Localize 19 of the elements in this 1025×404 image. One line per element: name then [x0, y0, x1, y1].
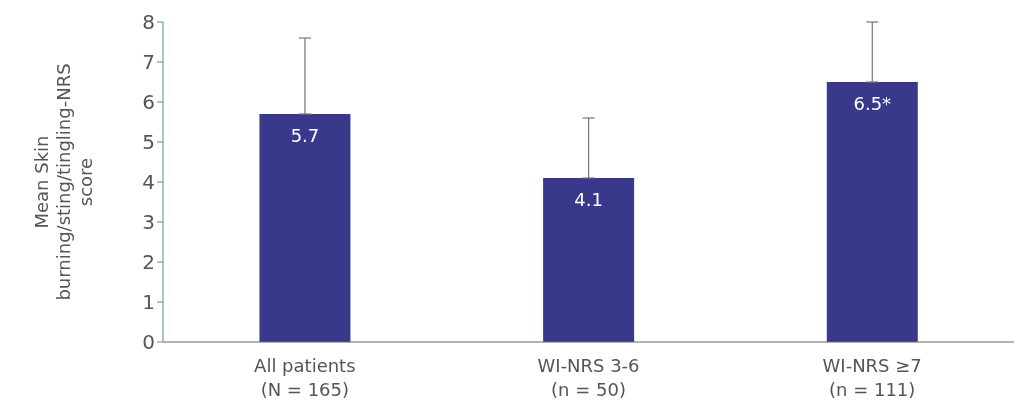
y-tick-label: 7	[142, 50, 155, 75]
y-tick-label: 8	[142, 10, 155, 35]
y-tick-label: 2	[142, 250, 155, 275]
x-tick-label: WI-NRS 3-6 (n = 50)	[537, 355, 640, 400]
y-tick-label: 3	[142, 210, 155, 235]
y-axis-title: Mean Skin burning/sting/tingling-NRS score	[31, 63, 96, 301]
y-tick-label: 4	[142, 170, 155, 195]
data-label: 6.5*	[853, 93, 892, 114]
y-tick-label: 0	[142, 330, 155, 355]
bar	[543, 178, 635, 342]
data-label: 5.7	[290, 125, 320, 146]
bar	[826, 82, 918, 342]
bar	[259, 114, 351, 342]
y-tick-label: 5	[142, 130, 155, 155]
y-tick-label: 6	[142, 90, 155, 115]
data-label: 4.1	[574, 189, 603, 210]
x-tick-label: WI-NRS ≥7 (n = 111)	[822, 355, 922, 400]
y-tick-label: 1	[142, 290, 155, 315]
x-tick-label: All patients (N = 165)	[254, 355, 356, 400]
